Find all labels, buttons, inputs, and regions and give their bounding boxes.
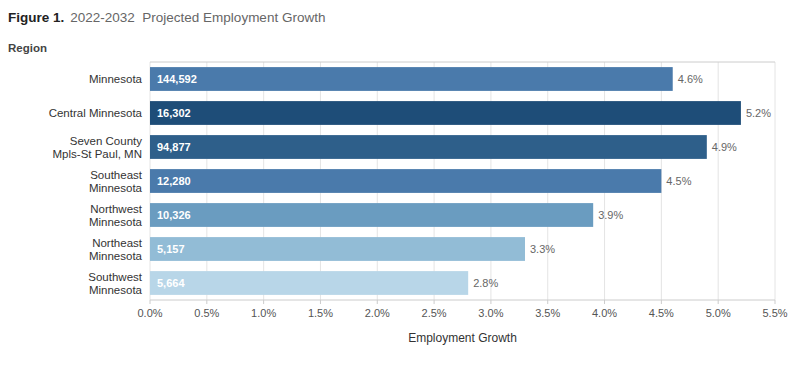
tick-mark [150, 300, 151, 304]
category-label-line: Seven County [70, 135, 142, 147]
tick-mark [377, 300, 378, 304]
data-label: 4.5% [666, 175, 691, 187]
data-label: 3.3% [530, 243, 555, 255]
data-label: 2.8% [473, 277, 498, 289]
bar [150, 169, 661, 193]
title: Figure 1. [8, 10, 64, 25]
category-label-line: Northwest [90, 203, 143, 215]
category-label-line: Southeast [90, 169, 143, 181]
tick-mark [263, 300, 264, 304]
bar [150, 271, 468, 295]
header-rule [150, 62, 775, 63]
category-label-line: Minnesota [89, 73, 143, 85]
bar [150, 135, 707, 159]
x-axis-label: Employment Growth [408, 331, 517, 345]
bar [150, 101, 741, 125]
data-label: 4.9% [712, 141, 737, 153]
count-label: 12,280 [157, 175, 191, 187]
y-axis-header: Region [8, 42, 47, 54]
category-label: Central Minnesota [49, 107, 143, 119]
tick-mark [434, 300, 435, 304]
category-label: Seven CountyMpls-St Paul, MN [53, 135, 143, 160]
tick-label: 1.5% [308, 307, 333, 319]
bar [150, 203, 593, 227]
tick-mark [718, 300, 719, 304]
x-axis: 0.0% 0.5% 1.0% 1.5% 2.0% 2.5% 3.0% 3.5% 4.0% 4.5%… [137, 300, 787, 319]
category-label: NorthwestMinnesota [89, 203, 143, 228]
category-label: SouthwestMinnesota [88, 271, 143, 296]
tick-label: 3.5% [535, 307, 560, 319]
tick-label: 4.0% [592, 307, 617, 319]
data-label: 4.6% [678, 73, 703, 85]
category-label-line: Minnesota [89, 216, 143, 228]
tick-mark [775, 300, 776, 304]
grid [150, 62, 775, 300]
category-label-line: Minnesota [89, 284, 143, 296]
count-label: 16,302 [157, 107, 191, 119]
category-label-line: Mpls-St Paul, MN [53, 148, 142, 160]
tick-mark [604, 300, 605, 304]
tick-label: 3.0% [478, 307, 503, 319]
y-axis: Minnesota Central Minnesota Seven CountyMp… [49, 73, 143, 296]
tick-label: 2.5% [422, 307, 447, 319]
x-axis-line [150, 300, 775, 301]
tick-mark [206, 300, 207, 304]
data-label: 5.2% [746, 107, 771, 119]
count-label: 144,592 [157, 73, 197, 85]
grid-line [718, 62, 719, 300]
category-label: Minnesota [89, 73, 143, 85]
category-label-line: Minnesota [89, 182, 143, 194]
category-label-line: Central Minnesota [49, 107, 143, 119]
tick-mark [320, 300, 321, 304]
category-label-line: Minnesota [89, 250, 143, 262]
tick-label: 0.0% [137, 307, 162, 319]
tick-label: 2.0% [365, 307, 390, 319]
tick-label: 4.5% [649, 307, 674, 319]
category-label-line: Southwest [88, 271, 143, 283]
category-label-line: Northeast [92, 237, 143, 249]
category-label: SoutheastMinnesota [89, 169, 143, 194]
count-label: 5,157 [157, 243, 185, 255]
count-label: 10,326 [157, 209, 191, 221]
count-label: 94,877 [157, 141, 191, 153]
subtitle: 2022-2032 Projected Employment Growth [70, 10, 325, 25]
bar [150, 237, 525, 261]
tick-mark [661, 300, 662, 304]
data-label: 3.9% [598, 209, 623, 221]
count-label: 5,664 [157, 277, 185, 289]
tick-label: 5.0% [706, 307, 731, 319]
grid-line [775, 62, 776, 300]
tick-mark [490, 300, 491, 304]
bar [150, 67, 673, 91]
tick-label: 5.5% [762, 307, 787, 319]
tick-mark [547, 300, 548, 304]
category-label: NortheastMinnesota [89, 237, 143, 262]
chart: Figure 1. 2022-2032 Projected Employment … [0, 0, 811, 369]
tick-label: 1.0% [251, 307, 276, 319]
labels: 144,592 4.6% 16,302 5.2% 94,877 4.9% 12,280 4.5… [157, 73, 771, 289]
bars [150, 67, 741, 295]
tick-label: 0.5% [194, 307, 219, 319]
